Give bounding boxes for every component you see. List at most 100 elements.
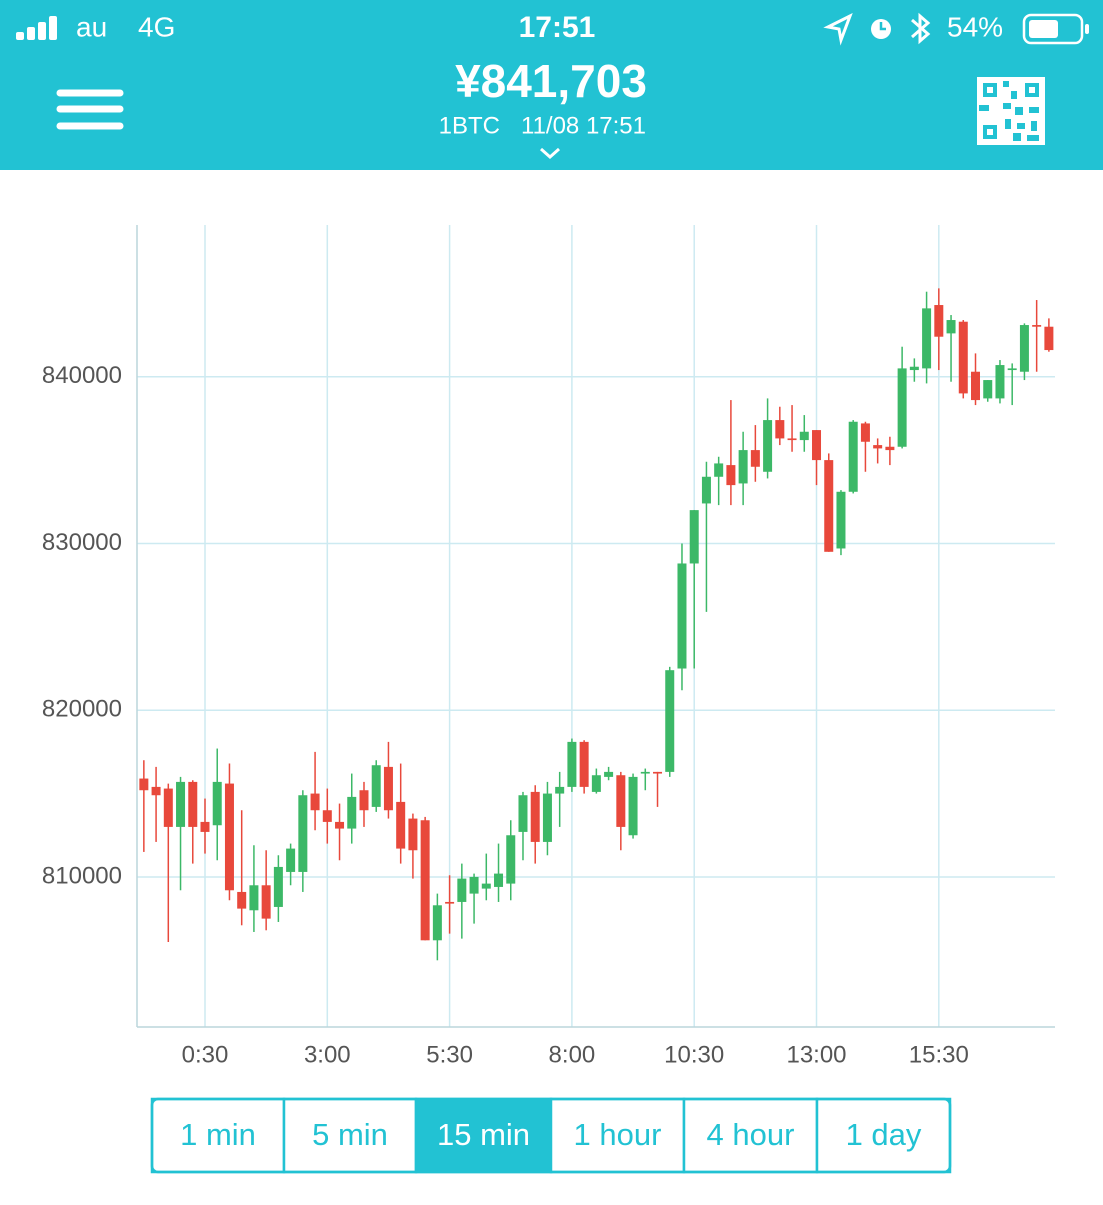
- candle-body: [897, 368, 907, 447]
- tab-button[interactable]: [414, 1097, 553, 1174]
- candle-body: [445, 901, 455, 904]
- tab-label[interactable]: 1 min: [180, 1117, 256, 1152]
- tab-button[interactable]: [682, 1097, 819, 1174]
- tab-button[interactable]: [282, 1097, 418, 1174]
- tab-label[interactable]: 1 day: [846, 1117, 922, 1152]
- tab-label[interactable]: 1 hour: [574, 1117, 662, 1152]
- candle-body: [1032, 325, 1042, 327]
- battery-level: 54%: [947, 11, 1003, 42]
- candle-body: [371, 765, 381, 807]
- tab-label[interactable]: 5 min: [312, 1117, 388, 1152]
- candle-body: [1019, 325, 1029, 372]
- candle-body: [310, 793, 320, 811]
- candle-body: [432, 905, 442, 941]
- candle-body: [958, 321, 968, 394]
- tab-label[interactable]: 15 min: [437, 1117, 530, 1152]
- candle-body: [616, 775, 626, 827]
- candle-body: [738, 450, 748, 484]
- x-tick-label: 3:00: [304, 1041, 351, 1068]
- candle-body: [909, 366, 919, 371]
- candle-body: [347, 796, 357, 829]
- candle-body: [665, 670, 675, 772]
- candle-body: [628, 776, 638, 836]
- menu-button[interactable]: [56, 89, 124, 130]
- candle-body: [457, 878, 467, 902]
- candle-body: [506, 835, 516, 884]
- candle-body: [542, 793, 552, 842]
- candle-body: [591, 775, 601, 792]
- candle-body: [481, 883, 491, 889]
- candle-body: [322, 810, 332, 822]
- candle-body: [567, 741, 577, 787]
- candle-body: [934, 305, 944, 337]
- candle-body: [763, 420, 773, 472]
- candle-body: [408, 818, 418, 851]
- network: 4G: [138, 11, 175, 42]
- candle-body: [824, 460, 834, 552]
- battery-icon: [1022, 13, 1089, 45]
- carrier: au: [76, 11, 107, 42]
- x-tick-label: 13:00: [786, 1041, 846, 1068]
- candle-body: [530, 791, 540, 842]
- y-tick-label: 840000: [42, 362, 122, 389]
- candle-body: [359, 790, 369, 811]
- y-tick-label: 820000: [42, 696, 122, 723]
- interval-tabs: 1 min 5 min 15 min 1 hour 4 hour 1 day: [150, 1097, 952, 1174]
- qr-button[interactable]: [977, 77, 1045, 145]
- y-tick-label: 830000: [42, 529, 122, 556]
- bluetooth-icon: [911, 12, 931, 45]
- candle-body: [640, 771, 650, 774]
- candle-body: [1007, 368, 1017, 371]
- clock: 17:51: [519, 11, 596, 44]
- candle-body: [237, 891, 247, 909]
- tab-button[interactable]: [150, 1097, 286, 1174]
- candle-body: [860, 423, 870, 442]
- candle-body: [922, 308, 932, 369]
- candle-body: [151, 786, 161, 796]
- candle-body: [701, 476, 711, 504]
- candle-body: [750, 450, 760, 467]
- candle-body: [224, 783, 234, 891]
- candle-body: [1044, 326, 1054, 351]
- candle-body: [298, 795, 308, 872]
- x-tick-label: 10:30: [664, 1041, 724, 1068]
- candle-body: [995, 365, 1005, 399]
- price: ¥841,703: [455, 55, 647, 107]
- candle-body: [885, 446, 895, 451]
- candle-body: [848, 421, 858, 492]
- candle-body: [494, 873, 504, 887]
- candle-body: [286, 848, 296, 872]
- candle-body: [653, 771, 663, 774]
- candle-body: [518, 795, 528, 832]
- candle-body: [176, 781, 186, 827]
- candle-body: [787, 438, 797, 441]
- candle-body: [946, 320, 956, 334]
- x-tick-label: 15:30: [909, 1041, 969, 1068]
- tab-frame: [150, 1097, 952, 1174]
- alarm-icon: [871, 19, 891, 39]
- candle-body: [689, 510, 699, 564]
- candle-body: [200, 821, 210, 832]
- x-tick-label: 0:30: [182, 1041, 229, 1068]
- candle-body: [469, 876, 479, 894]
- candle-body: [273, 866, 283, 907]
- candle-body: [677, 563, 687, 669]
- y-tick-label: 810000: [42, 862, 122, 889]
- x-tick-label: 8:00: [549, 1041, 596, 1068]
- tab-label[interactable]: 4 hour: [707, 1117, 795, 1152]
- candle-body: [579, 741, 589, 787]
- timestamp: 11/08 17:51: [521, 112, 646, 139]
- candle-body: [420, 820, 430, 941]
- x-tick-label: 5:30: [426, 1041, 473, 1068]
- candle-body: [212, 781, 222, 826]
- chart: 810000 820000 830000 840000 0:30 3:00 5:30 8:00…: [42, 225, 1055, 1068]
- candle-body: [873, 445, 883, 449]
- candle-body: [249, 885, 259, 911]
- dropdown-chevron[interactable]: [540, 147, 560, 160]
- pair: 1BTC: [439, 112, 500, 139]
- candle-body: [983, 380, 993, 399]
- candle-body: [555, 786, 565, 794]
- candle-body: [261, 885, 271, 919]
- candle-body: [775, 420, 785, 439]
